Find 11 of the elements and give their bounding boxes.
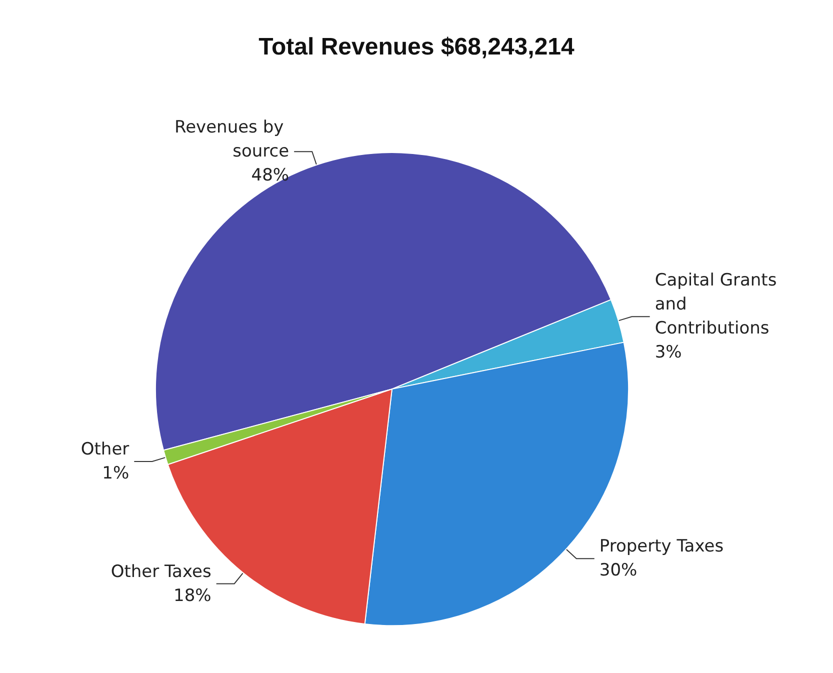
slice-label: Capital Grants and Contributions [654,270,782,339]
data-label: 48% [251,166,290,186]
chart-title: Total Revenues $68,243,214 [258,34,576,60]
slice-label: Other Taxes [110,562,212,582]
slice-label: Other [80,439,130,460]
data-label: 3% [654,342,682,363]
slice-label: Property Taxes [599,536,724,557]
data-label: 18% [174,586,212,606]
data-label: 1% [102,463,130,484]
data-label: 30% [599,560,638,581]
slice-label: Revenues by source [174,118,290,162]
